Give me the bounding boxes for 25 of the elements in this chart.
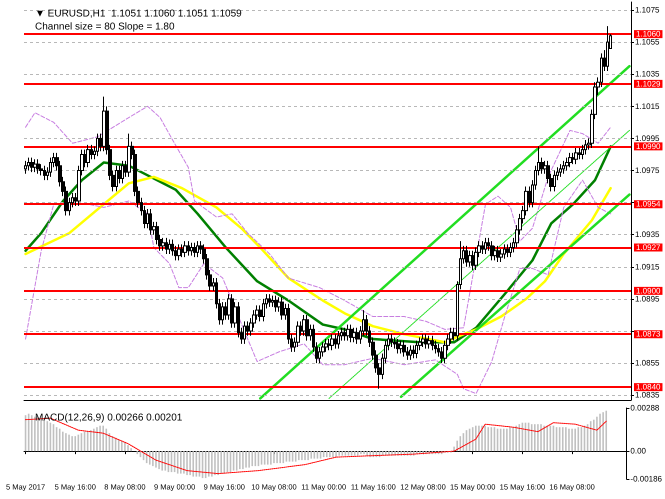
y-tick-label: 1.1035 xyxy=(635,70,660,79)
ref-line-label: 1.0873 xyxy=(636,330,662,339)
ref-line-label: 1.0954 xyxy=(636,200,662,209)
y-tick-label: 1.0915 xyxy=(635,262,660,272)
y-tick-label: 1.0895 xyxy=(635,294,660,304)
ref-line-label: 1.0900 xyxy=(636,286,662,296)
y-tick-label: 1.1015 xyxy=(635,102,660,111)
ref-line-label: 1.1060 xyxy=(636,30,662,39)
y-tick-label: 1.0935 xyxy=(635,230,660,240)
ref-line-label: 1.0990 xyxy=(636,142,662,151)
ref-line-label: 1.0927 xyxy=(636,243,662,252)
ref-line-label: 1.0840 xyxy=(636,382,662,392)
y-tick-label: 1.0855 xyxy=(635,358,660,368)
y-tick-label: 1.1075 xyxy=(635,6,660,15)
chart-title: MACD(12,26,9) 0.00266 0.00201 xyxy=(35,412,183,424)
text: ▼ EURUSD,H1 1.1051 1.1060 1.1051 1.1059 xyxy=(35,8,242,20)
text: Channel size = 80 Slope = 1.80 xyxy=(35,22,175,32)
y-tick-label: -0.00186 xyxy=(630,474,663,484)
y-tick-label: 1.1055 xyxy=(635,38,660,47)
y-tick-label: 0.00288 xyxy=(630,404,660,412)
y-tick-label: 1.0835 xyxy=(635,390,660,400)
y-tick-label: 1.0995 xyxy=(635,134,660,143)
y-tick-label: 0.00 xyxy=(630,446,647,456)
y-tick-label: 1.0975 xyxy=(635,166,660,176)
ref-line-label: 1.1029 xyxy=(636,79,662,88)
